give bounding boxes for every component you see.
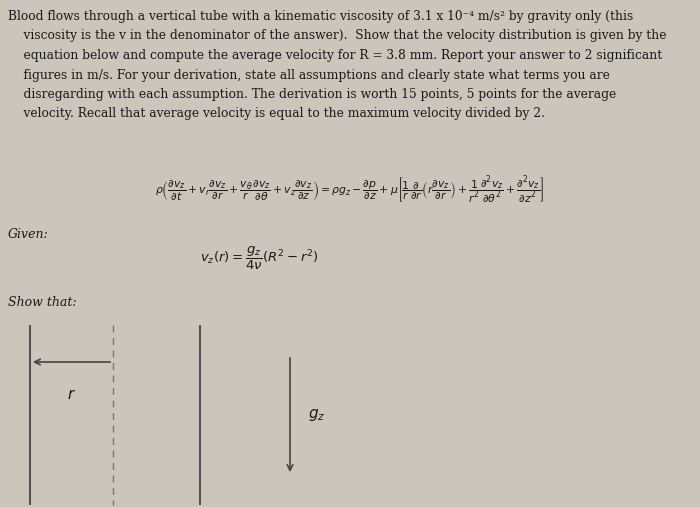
Text: Blood flows through a vertical tube with a kinematic viscosity of 3.1 x 10⁻⁴ m/s: Blood flows through a vertical tube with…	[8, 10, 634, 23]
Text: figures in m/s. For your derivation, state all assumptions and clearly state wha: figures in m/s. For your derivation, sta…	[8, 68, 610, 82]
Text: velocity. Recall that average velocity is equal to the maximum velocity divided : velocity. Recall that average velocity i…	[8, 107, 545, 121]
Text: Given:: Given:	[8, 228, 49, 241]
Text: Show that:: Show that:	[8, 296, 76, 309]
Text: disregarding with each assumption. The derivation is worth 15 points, 5 points f: disregarding with each assumption. The d…	[8, 88, 616, 101]
Text: $g_z$: $g_z$	[308, 407, 326, 423]
Text: equation below and compute the average velocity for R = 3.8 mm. Report your answ: equation below and compute the average v…	[8, 49, 662, 62]
Text: $\rho\left(\dfrac{\partial v_z}{\partial t} + v_r\dfrac{\partial v_z}{\partial r: $\rho\left(\dfrac{\partial v_z}{\partial…	[155, 174, 545, 206]
Text: $v_z(r) = \dfrac{g_z}{4\nu}(R^2 - r^2)$: $v_z(r) = \dfrac{g_z}{4\nu}(R^2 - r^2)$	[200, 244, 318, 272]
Text: $r$: $r$	[67, 388, 76, 402]
Text: viscosity is the v in the denominator of the answer).  Show that the velocity di: viscosity is the v in the denominator of…	[8, 29, 666, 43]
